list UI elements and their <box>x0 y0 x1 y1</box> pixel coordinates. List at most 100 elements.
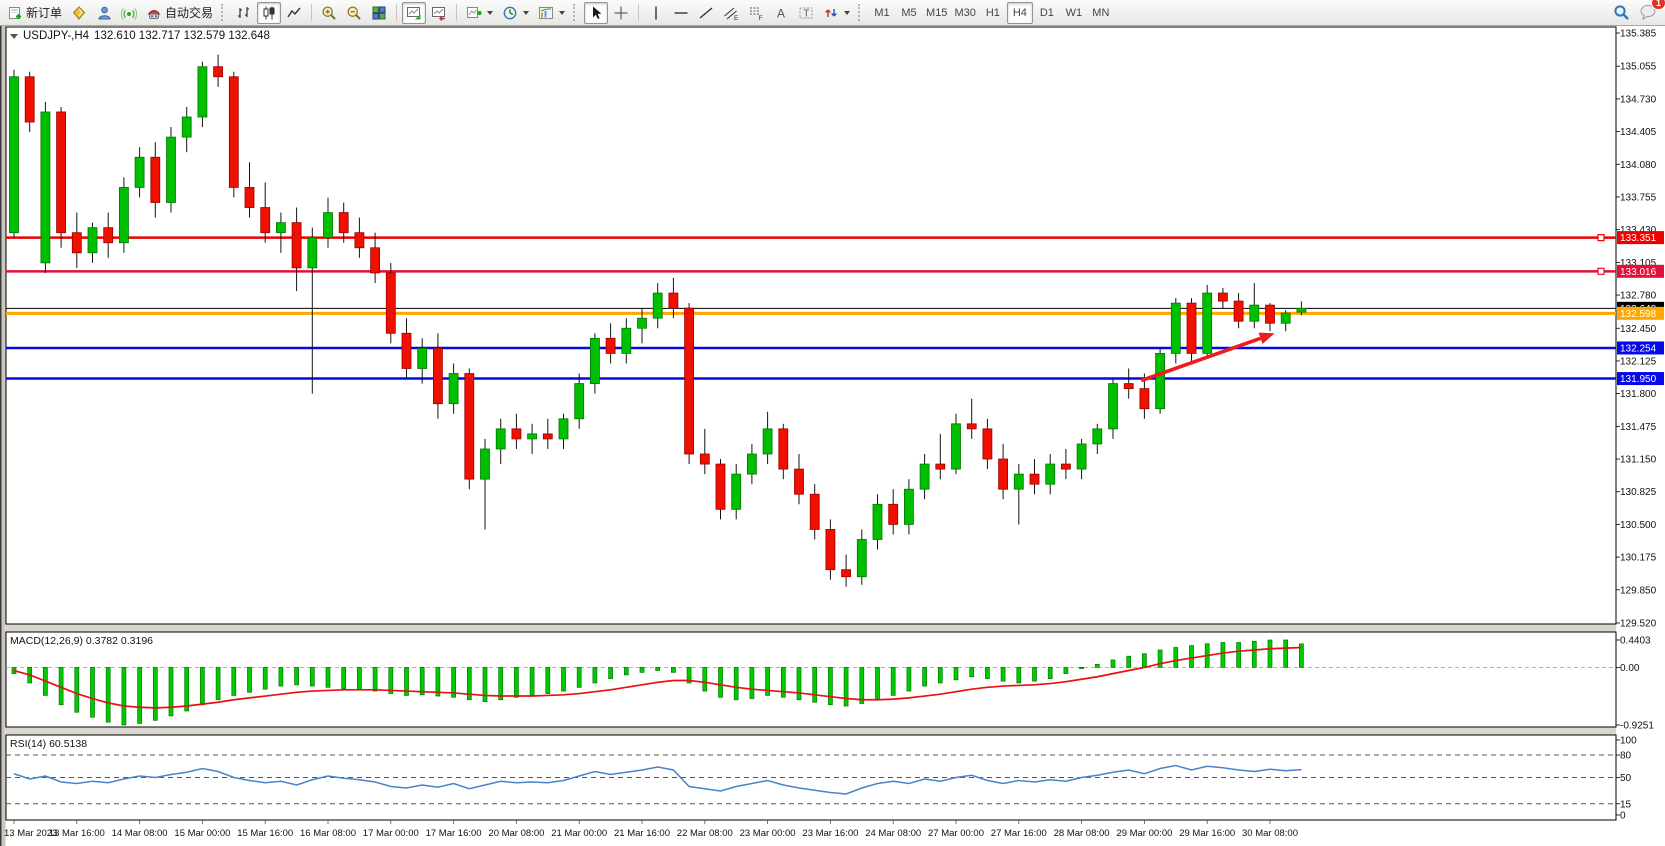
vertical-line-button[interactable] <box>644 2 668 24</box>
svg-text:132.598: 132.598 <box>1620 309 1657 320</box>
dropdown-caret-icon <box>559 10 566 15</box>
indicators-button[interactable] <box>462 2 497 24</box>
toolbar-grip[interactable] <box>858 4 864 21</box>
tile-windows-button[interactable] <box>367 2 391 24</box>
toolbar-grip[interactable] <box>573 4 579 21</box>
auto-scroll-button[interactable] <box>402 1 427 24</box>
bull-candle <box>495 428 506 450</box>
bull-candle <box>951 423 961 470</box>
text-label-button[interactable]: T <box>794 2 818 24</box>
timeframe-button-d1[interactable]: D1 <box>1034 2 1060 24</box>
arrows-button[interactable] <box>819 2 854 24</box>
timeframe-button-m5[interactable]: M5 <box>896 2 922 24</box>
svg-text:135.055: 135.055 <box>1620 62 1657 73</box>
cursor-button[interactable] <box>584 1 609 24</box>
new-order-button[interactable]: 新订单 <box>3 2 66 24</box>
macd-bar <box>372 667 378 692</box>
fibonacci-icon: F <box>750 7 763 21</box>
zoom-in-button[interactable] <box>317 2 341 24</box>
market-button[interactable] <box>67 2 91 24</box>
bull-candle <box>856 539 867 578</box>
templates-button[interactable] <box>534 2 569 24</box>
text-label-icon: T <box>799 7 813 19</box>
svg-text:133.351: 133.351 <box>1620 233 1657 244</box>
bear-candle <box>1186 302 1197 354</box>
zoom-out-button[interactable] <box>342 2 366 24</box>
trendline-button[interactable] <box>694 2 718 24</box>
macd-bar <box>749 667 755 699</box>
timeframe-button-m30[interactable]: M30 <box>951 2 978 24</box>
bear-candle <box>511 428 522 440</box>
text-button[interactable]: A <box>769 2 793 24</box>
periods-button[interactable] <box>498 2 533 24</box>
rsi-indicator: 100 80 50 150 <box>6 736 1637 822</box>
timeframe-button-m1[interactable]: M1 <box>869 2 895 24</box>
timeframe-button-h1[interactable]: H1 <box>980 2 1006 24</box>
svg-text:134.730: 134.730 <box>1620 94 1657 105</box>
bull-candle <box>762 428 773 455</box>
timeframe-button-m15[interactable]: M15 <box>923 2 950 24</box>
price-axis[interactable]: 135.385 135.055 134.730 134.405 134.080 133.7… <box>1616 29 1664 630</box>
equidistant-channel-button[interactable]: E <box>719 2 743 24</box>
community-button[interactable] <box>92 2 116 24</box>
timeframe-button-h4[interactable]: H4 <box>1006 1 1033 24</box>
bar-chart-button[interactable] <box>232 2 256 24</box>
svg-text:21 Mar 00:00: 21 Mar 00:00 <box>551 828 607 839</box>
bull-candle <box>1170 302 1181 354</box>
macd-bar <box>1236 642 1241 668</box>
crosshair-button[interactable] <box>609 2 633 24</box>
autotrading-button[interactable]: 自动交易 <box>142 2 217 24</box>
timeframe-button-w1[interactable]: W1 <box>1061 2 1087 24</box>
macd-bar <box>985 667 990 679</box>
fibonacci-button[interactable]: F <box>744 2 768 24</box>
trend-arrow-annotation[interactable] <box>1140 332 1275 383</box>
candlestick-icon <box>263 6 275 19</box>
macd-bar <box>529 667 535 696</box>
macd-bar <box>906 667 912 692</box>
signal-broadcast-icon <box>121 7 138 20</box>
macd-bar <box>1251 640 1257 668</box>
svg-text:27 Mar 00:00: 27 Mar 00:00 <box>928 828 984 839</box>
macd-bar <box>1267 639 1273 668</box>
dropdown-caret-icon <box>487 10 494 15</box>
horizontal-lines[interactable] <box>6 234 1616 380</box>
macd-bar <box>419 667 425 696</box>
cursor-arrow-icon <box>593 6 602 19</box>
svg-text:100: 100 <box>1620 736 1637 747</box>
horizontal-line-button[interactable] <box>669 2 693 24</box>
line-chart-button[interactable] <box>282 2 306 24</box>
macd-bar <box>1220 642 1226 668</box>
signals-button[interactable] <box>117 2 141 24</box>
macd-panel <box>5 631 1617 728</box>
bull-candle <box>637 317 647 329</box>
macd-bar <box>90 667 95 718</box>
svg-text:80: 80 <box>1620 751 1632 762</box>
add-indicator-icon <box>467 6 482 18</box>
bull-candle <box>872 503 883 540</box>
svg-text:14 Mar 08:00: 14 Mar 08:00 <box>112 828 168 839</box>
macd-bar <box>498 667 504 701</box>
search-button[interactable] <box>1609 2 1634 24</box>
svg-text:130.500: 130.500 <box>1620 520 1657 531</box>
macd-bar <box>404 667 409 696</box>
svg-text:133.430: 133.430 <box>1620 225 1657 236</box>
toolbar-grip[interactable] <box>221 4 227 21</box>
macd-bar <box>325 667 331 688</box>
notifications-button[interactable] <box>1635 0 1661 22</box>
macd-bar <box>969 667 975 678</box>
main-chart-panel <box>5 26 1617 625</box>
bear-candle <box>935 463 946 470</box>
bull-candle <box>1296 307 1307 313</box>
candlestick-chart-button[interactable] <box>257 1 282 24</box>
svg-text:131.475: 131.475 <box>1620 422 1657 433</box>
chart-shift-button[interactable] <box>427 2 451 24</box>
chart-shift-icon <box>432 6 446 21</box>
bear-candle <box>684 307 694 455</box>
bear-candle <box>699 453 710 465</box>
svg-text:132.780: 132.780 <box>1620 291 1657 302</box>
timeframe-button-mn[interactable]: MN <box>1088 2 1114 24</box>
macd-bar <box>1142 653 1147 668</box>
chart-canvas[interactable]: 135.385 135.055 134.730 134.405 134.080 133.7… <box>0 26 1665 846</box>
